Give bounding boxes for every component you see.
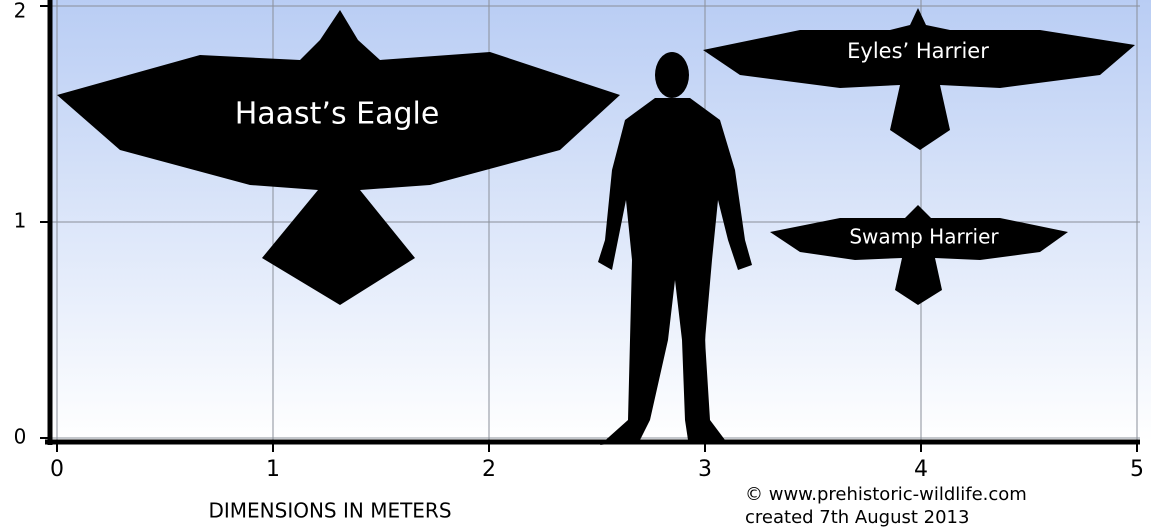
credit-site: © www.prehistoric-wildlife.com (745, 484, 1027, 505)
silhouette-label: Eyles’ Harrier (847, 39, 989, 63)
silhouette-label: Swamp Harrier (849, 225, 999, 249)
y-tick-label: 1 (14, 209, 27, 233)
human-head (655, 52, 689, 98)
credit-date: created 7th August 2013 (745, 507, 969, 528)
x-tick-label: 2 (482, 457, 496, 482)
x-tick-label: 5 (1130, 457, 1144, 482)
size-comparison: Haast’s Eagle Eyles’ Harrier Swamp Harri… (0, 0, 1151, 530)
x-axis-label: DIMENSIONS IN METERS (208, 499, 451, 523)
x-tick-label: 0 (50, 457, 64, 482)
x-tick-label: 1 (266, 457, 280, 482)
x-tick-label: 3 (698, 457, 712, 482)
y-tick-label: 0 (14, 425, 27, 449)
silhouette-label: Haast’s Eagle (235, 97, 440, 132)
y-tick-label: 2 (14, 0, 27, 23)
x-tick-label: 4 (914, 457, 928, 482)
